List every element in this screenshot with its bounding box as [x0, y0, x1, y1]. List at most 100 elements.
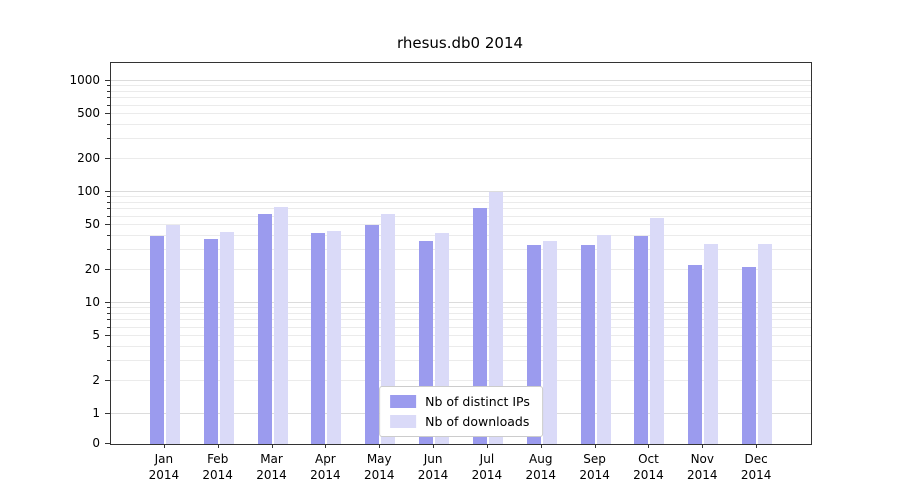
- minor-gridline: [111, 196, 811, 198]
- minor-gridline: [111, 268, 811, 270]
- y-minor-tick-mark: [107, 90, 110, 92]
- x-tick-label: Dec 2014: [727, 451, 785, 483]
- plot-area: Nb of distinct IPs Nb of downloads: [110, 62, 812, 445]
- y-tick-label: 20: [84, 261, 100, 276]
- minor-gridline: [111, 124, 811, 126]
- x-tick-month: Apr: [314, 452, 336, 466]
- x-tick-label: Aug 2014: [512, 451, 570, 483]
- x-tick-mark: [271, 444, 273, 448]
- minor-gridline: [111, 379, 811, 381]
- bar-downloads-apr: [327, 230, 342, 444]
- bar-distinct-ips-sep: [580, 245, 595, 444]
- minor-gridline: [111, 319, 811, 321]
- y-minor-tick-mark: [107, 113, 110, 115]
- x-tick-mark: [702, 444, 704, 448]
- x-tick-label: Mar 2014: [243, 451, 301, 483]
- chart-title: rhesus.db0 2014: [396, 34, 524, 52]
- minor-gridline: [111, 215, 811, 217]
- x-tick-year: 2014: [363, 468, 395, 482]
- x-tick-label: Jan 2014: [135, 451, 193, 483]
- x-tick-year: 2014: [471, 468, 503, 482]
- bar-distinct-ips-mar: [257, 214, 272, 444]
- y-tick-label: 1000: [69, 73, 100, 87]
- minor-gridline: [111, 208, 811, 210]
- x-tick-label: Apr 2014: [296, 451, 354, 483]
- y-tick-label: 500: [77, 106, 100, 121]
- x-tick-mark: [486, 444, 488, 448]
- x-tick-label: Nov 2014: [673, 451, 731, 483]
- y-minor-tick-mark: [107, 138, 110, 140]
- x-tick-label: May 2014: [350, 451, 408, 483]
- y-minor-tick-mark: [107, 235, 110, 237]
- x-tick-year: 2014: [310, 468, 341, 482]
- x-tick-month: May: [366, 452, 392, 466]
- y-tick-mark: [105, 413, 110, 414]
- y-minor-tick-mark: [107, 196, 110, 198]
- major-gridline: [111, 302, 811, 303]
- minor-gridline: [111, 90, 811, 92]
- x-tick-month: Jul: [479, 452, 495, 466]
- y-tick-label: 5: [92, 328, 100, 343]
- legend-swatch-distinct-ips: [390, 395, 417, 408]
- y-minor-tick-mark: [107, 208, 110, 210]
- x-tick-year: 2014: [687, 468, 718, 482]
- y-minor-tick-mark: [107, 85, 110, 87]
- minor-gridline: [111, 360, 811, 362]
- y-tick-mark: [105, 80, 110, 81]
- bar-downloads-mar: [273, 207, 288, 444]
- y-minor-tick-mark: [107, 104, 110, 106]
- bar-distinct-ips-jul: [472, 207, 487, 444]
- x-tick-year: 2014: [148, 468, 180, 482]
- legend-label-distinct-ips: Nb of distinct IPs: [425, 394, 530, 409]
- minor-gridline: [111, 138, 811, 140]
- legend-swatch-downloads: [390, 415, 417, 428]
- x-tick-label: Oct 2014: [619, 451, 677, 483]
- x-tick-month: Dec: [744, 452, 768, 466]
- x-tick-mark: [433, 444, 435, 448]
- minor-gridline: [111, 85, 811, 87]
- x-tick-year: 2014: [525, 468, 557, 482]
- minor-gridline: [111, 224, 811, 226]
- y-tick-label: 10: [84, 295, 100, 309]
- y-minor-tick-mark: [107, 249, 110, 251]
- bar-distinct-ips-oct: [634, 236, 649, 444]
- x-tick-month: Nov: [690, 452, 714, 466]
- x-tick-year: 2014: [740, 468, 772, 482]
- x-tick-year: 2014: [579, 468, 610, 482]
- y-tick-label: 0: [92, 436, 100, 450]
- bar-downloads-aug: [542, 241, 557, 444]
- y-tick-label: 1: [92, 406, 100, 420]
- x-tick-month: Jan: [154, 452, 174, 466]
- y-minor-tick-mark: [107, 224, 110, 226]
- minor-gridline: [111, 113, 811, 115]
- bar-downloads-jan: [165, 225, 180, 444]
- minor-gridline: [111, 104, 811, 106]
- bar-downloads-feb: [219, 231, 234, 444]
- x-tick-month: Sep: [583, 452, 606, 466]
- y-tick-mark: [105, 443, 110, 444]
- x-tick-year: 2014: [417, 468, 449, 482]
- x-tick-label: Feb 2014: [189, 451, 247, 483]
- bar-downloads-dec: [758, 244, 773, 444]
- minor-gridline: [111, 326, 811, 328]
- x-tick-mark: [540, 444, 542, 448]
- x-tick-mark: [163, 444, 165, 448]
- y-minor-tick-mark: [107, 360, 110, 362]
- x-tick-year: 2014: [256, 468, 287, 482]
- x-tick-month: Mar: [260, 452, 283, 466]
- y-minor-tick-mark: [107, 97, 110, 99]
- minor-gridline: [111, 201, 811, 203]
- bar-distinct-ips-nov: [688, 265, 703, 444]
- bar-distinct-ips-dec: [742, 267, 757, 444]
- x-tick-mark: [325, 444, 327, 448]
- y-minor-tick-mark: [107, 346, 110, 348]
- x-tick-label: Jul 2014: [458, 451, 516, 483]
- x-tick-month: Oct: [638, 452, 659, 466]
- y-tick-mark: [105, 191, 110, 192]
- minor-gridline: [111, 249, 811, 251]
- y-minor-tick-mark: [107, 379, 110, 381]
- y-minor-tick-mark: [107, 326, 110, 328]
- y-minor-tick-mark: [107, 268, 110, 270]
- y-minor-tick-mark: [107, 157, 110, 159]
